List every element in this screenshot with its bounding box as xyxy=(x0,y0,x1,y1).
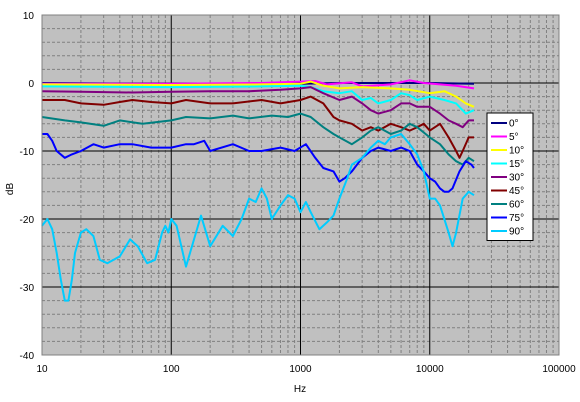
series-line xyxy=(42,133,475,193)
y-tick-label: 0 xyxy=(28,79,34,90)
y-tick-label: -10 xyxy=(20,147,35,158)
series-line xyxy=(42,79,475,90)
y-tick-label: -40 xyxy=(20,351,35,362)
y-tick-label: -20 xyxy=(20,215,35,226)
x-axis-title: Hz xyxy=(294,384,306,395)
legend-label: 10° xyxy=(509,146,524,157)
legend-label: 75° xyxy=(509,213,524,224)
series-line xyxy=(41,86,474,129)
series-line xyxy=(41,112,475,166)
series-line xyxy=(42,95,474,159)
series-line xyxy=(41,80,475,108)
x-tick-labels: 10 100 1000 10000 100000 xyxy=(36,364,576,375)
plot-border xyxy=(41,14,560,356)
x-tick-label: 10 xyxy=(36,364,48,375)
legend: 0° 5° 10° 15° 30° 45° 60° 75° 90° xyxy=(486,112,534,241)
x-tick-label: 100000 xyxy=(542,364,576,375)
x-tick-label: 100 xyxy=(163,364,180,375)
y-tick-label: -30 xyxy=(20,283,35,294)
legend-label: 5° xyxy=(509,132,519,143)
x-tick-label: 10000 xyxy=(416,364,444,375)
legend-label: 45° xyxy=(509,186,524,197)
series-line xyxy=(41,84,475,115)
y-axis-title: dB xyxy=(5,183,16,196)
series-line xyxy=(41,133,475,302)
x-tick-label: 1000 xyxy=(289,364,312,375)
legend-label: 60° xyxy=(509,200,524,211)
minor-grid xyxy=(42,15,559,355)
legend-label: 15° xyxy=(509,159,524,170)
legend-label: 30° xyxy=(509,173,524,184)
y-tick-labels: 10 0 -10 -20 -30 -40 xyxy=(20,11,35,362)
legend-label: 90° xyxy=(509,227,524,238)
legend-label: 0° xyxy=(509,119,519,130)
y-tick-label: 10 xyxy=(23,11,35,22)
series-layer xyxy=(41,79,475,302)
